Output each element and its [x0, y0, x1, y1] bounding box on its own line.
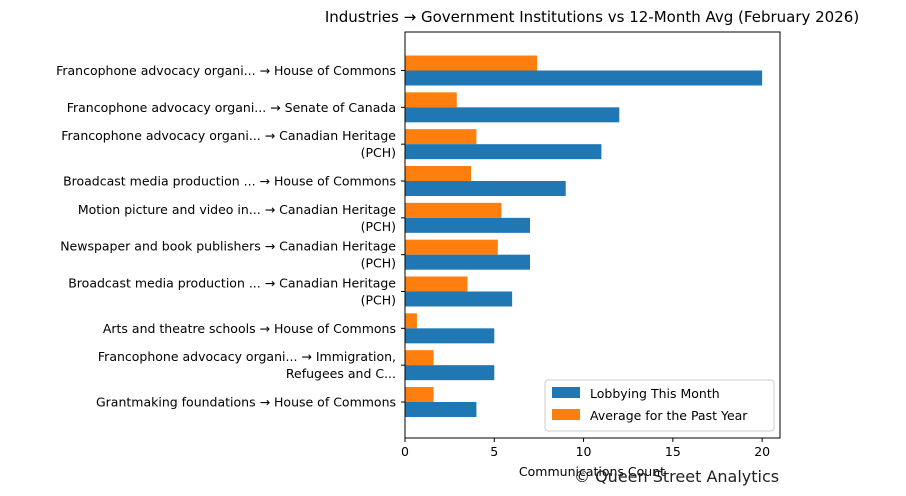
legend-swatch-lobbying	[552, 387, 580, 398]
legend-label-lobbying: Lobbying This Month	[590, 386, 720, 401]
bar-lobbying-0	[405, 70, 763, 86]
x-tick-label-3: 15	[665, 444, 681, 459]
bar-average-6	[405, 276, 468, 292]
y-tick-label-8: Francophone advocacy organi... → Immigra…	[98, 349, 396, 381]
watermark-text: © Queen Street Analytics	[574, 467, 779, 486]
bar-average-5	[405, 239, 498, 255]
x-tick-label-2: 10	[576, 444, 592, 459]
x-axis-label: Communications Count	[519, 464, 665, 479]
y-tick-label-7: Arts and theatre schools → House of Comm…	[103, 321, 396, 336]
legend: Lobbying This Month Average for the Past…	[544, 379, 775, 432]
bar-lobbying-4	[405, 217, 530, 233]
y-tick-labels: Francophone advocacy organi... → House o…	[56, 63, 405, 410]
y-tick-label-6: Broadcast media production ... → Canadia…	[68, 276, 396, 308]
bar-average-2	[405, 129, 477, 145]
x-axis: 0 5 10 15 20	[401, 438, 770, 459]
bar-lobbying-5	[405, 254, 530, 270]
bar-average-8	[405, 350, 434, 366]
x-tick-label-4: 20	[754, 444, 770, 459]
bar-average-7	[405, 313, 417, 329]
y-tick-label-0: Francophone advocacy organi... → House o…	[56, 63, 396, 78]
bar-lobbying-3	[405, 181, 566, 196]
bar-lobbying-6	[405, 291, 513, 307]
y-tick-label-2: Francophone advocacy organi... → Canadia…	[61, 128, 396, 160]
legend-box	[544, 379, 775, 432]
legend-swatch-average	[552, 409, 580, 420]
y-tick-label-3: Broadcast media production ... → House o…	[63, 174, 396, 189]
bar-average-1	[405, 92, 457, 108]
legend-label-average: Average for the Past Year	[590, 408, 748, 423]
x-tick-label-0: 0	[401, 444, 409, 459]
y-tick-label-1: Francophone advocacy organi... → Senate …	[67, 100, 396, 115]
bar-average-9	[405, 387, 434, 402]
bar-lobbying-9	[405, 402, 477, 417]
chart-title: Industries → Government Institutions vs …	[325, 8, 859, 26]
bar-lobbying-7	[405, 328, 495, 344]
bar-lobbying-8	[405, 365, 495, 381]
y-tick-label-5: Newspaper and book publishers → Canadian…	[60, 239, 396, 271]
bars-group	[405, 55, 763, 417]
bar-average-0	[405, 55, 538, 71]
x-tick-label-1: 5	[490, 444, 498, 459]
bar-average-3	[405, 166, 472, 181]
bar-lobbying-1	[405, 107, 620, 123]
y-tick-label-4: Motion picture and video in... → Canadia…	[78, 202, 396, 234]
y-tick-label-9: Grantmaking foundations → House of Commo…	[96, 395, 396, 410]
bar-average-4	[405, 202, 502, 218]
bar-lobbying-2	[405, 144, 602, 160]
plot-frame	[404, 31, 781, 439]
